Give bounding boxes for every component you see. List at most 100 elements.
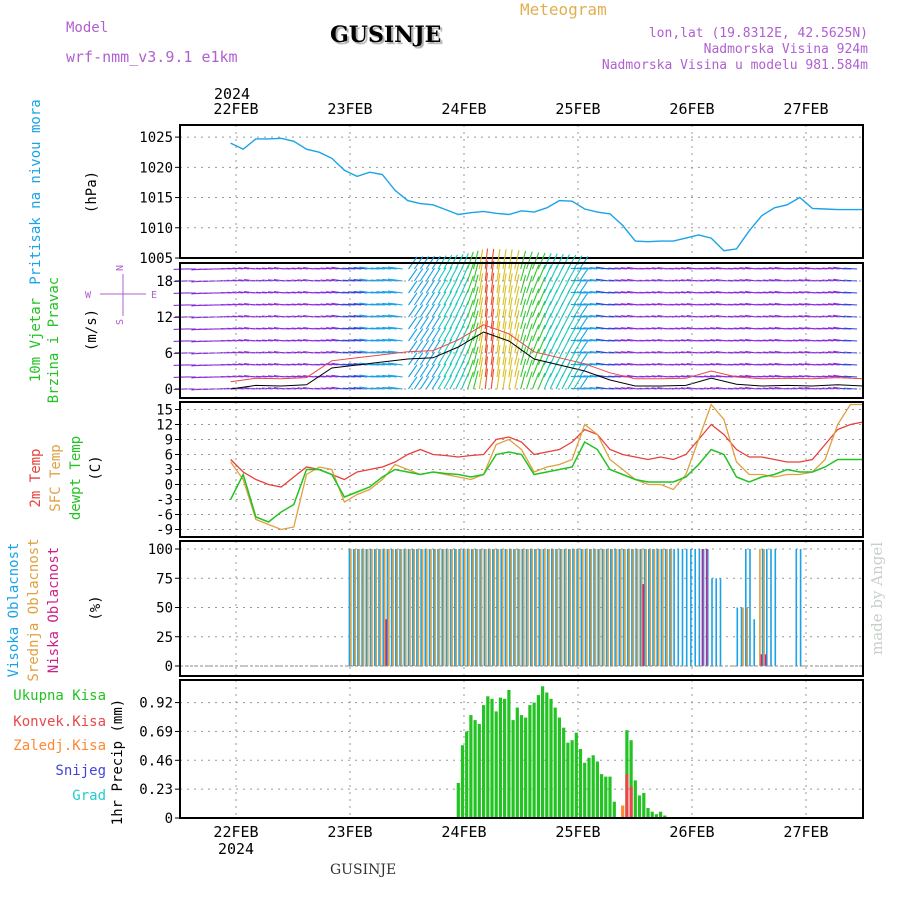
wind-barb <box>267 267 279 270</box>
wind-barb <box>413 280 424 294</box>
wind-barb <box>577 267 592 270</box>
cloud-bar <box>434 549 437 666</box>
wind-barb <box>425 375 435 390</box>
wind-barb <box>514 334 520 354</box>
wind-barb <box>443 290 453 306</box>
precip-bar <box>595 761 599 818</box>
wind-legend-s: S <box>115 319 126 325</box>
precip-bar <box>519 715 524 818</box>
cloud-bar <box>742 607 744 666</box>
bottom-day-label: 22FEB <box>213 823 258 841</box>
cloud-bar <box>371 549 373 666</box>
wind-barb <box>645 363 657 366</box>
wind-barb <box>577 291 592 294</box>
wind-barb <box>792 339 805 342</box>
wind-barb <box>467 311 474 330</box>
wind-barb <box>680 303 692 306</box>
bottom-year-label: 2024 <box>218 840 254 858</box>
cloud-bar <box>584 549 587 666</box>
cloud-bar <box>707 549 709 666</box>
wind-barb <box>467 299 474 318</box>
wind-barb <box>437 315 447 330</box>
wind-barb <box>710 267 722 270</box>
precip-bar <box>456 782 460 818</box>
wind-barb <box>419 292 430 306</box>
wind-barb <box>320 267 332 270</box>
wind-barb <box>827 351 840 354</box>
wind-barb <box>698 339 710 342</box>
wind-barb <box>467 251 474 270</box>
wind-barb <box>408 316 418 330</box>
cloud-bar <box>385 619 387 666</box>
wind-barb <box>756 327 769 330</box>
wind-barb <box>537 312 546 330</box>
wind-barb <box>467 287 474 306</box>
cloud-bar <box>620 549 622 666</box>
elevation-text: Nadmorska Visina 924m <box>703 42 868 57</box>
precip-bar <box>524 717 528 818</box>
wind-barb <box>261 279 273 282</box>
wind-barb <box>413 268 424 282</box>
wind-barb <box>608 375 622 378</box>
cloud-bar <box>795 549 798 666</box>
model-value: wrf-nmm_v3.9.1 e1km <box>66 48 238 66</box>
wind-barb <box>261 387 273 390</box>
temperature-tick-label: -6 <box>156 508 173 524</box>
wind-barb <box>502 369 507 390</box>
wind-barb <box>739 303 751 306</box>
wind-barb <box>425 279 435 294</box>
wind-barb <box>478 369 484 390</box>
mid-cloud-ylabel: Srednja Oblacnost <box>26 538 42 681</box>
wind-barb <box>531 312 540 330</box>
wind-barb <box>408 340 418 354</box>
cloud-bar <box>746 607 749 666</box>
cloud-bar <box>648 549 650 666</box>
wind-barb <box>526 359 533 378</box>
wind-barb <box>376 387 391 390</box>
wind-barb <box>520 298 527 318</box>
wind-barb <box>238 375 250 378</box>
cloud-bar <box>521 549 524 666</box>
footer-title: GUSINJE <box>330 862 397 878</box>
wind-barb <box>431 375 441 390</box>
wind-barb <box>680 363 692 366</box>
temperature-grid <box>180 402 863 537</box>
wind-barb <box>768 267 781 270</box>
wind-barb <box>651 327 663 330</box>
wind-barb <box>543 265 552 282</box>
wind-barb <box>620 327 633 330</box>
wind-barb <box>297 363 309 366</box>
wind-barb <box>502 321 507 342</box>
wind-barb <box>698 387 710 390</box>
precip-bar <box>633 780 637 818</box>
cloud-tick-label: 0 <box>165 659 173 675</box>
wind-barb <box>798 327 810 330</box>
low-cloud-ylabel: Niska Oblacnost <box>46 547 62 673</box>
cloud-bar <box>437 549 439 666</box>
wind-barb <box>502 309 507 330</box>
wind-barb <box>472 346 479 366</box>
cloud-bar <box>523 549 525 666</box>
wind-barb <box>437 267 447 282</box>
cloud-bar <box>451 549 453 666</box>
wind-barb <box>698 279 710 282</box>
wind-barb <box>704 291 716 294</box>
wind-barb <box>387 386 403 390</box>
wind-barb <box>297 339 309 342</box>
wind-barb <box>561 254 570 270</box>
cloud-bar <box>548 549 550 666</box>
precip-bar <box>482 705 486 818</box>
wind-barb <box>370 291 385 294</box>
precip-bar <box>591 755 595 818</box>
cloud-bar <box>560 549 563 666</box>
cloud-bar <box>358 549 361 666</box>
bottom-day-label: 26FEB <box>669 823 714 841</box>
wind-barb <box>314 291 326 294</box>
wind-barb <box>531 372 540 390</box>
wind-barb <box>843 375 858 378</box>
precip-bar <box>600 774 604 818</box>
meteogram-label: Meteogram <box>520 0 607 19</box>
cloud-tick-label: 25 <box>156 630 173 646</box>
wind-barb <box>496 344 501 366</box>
